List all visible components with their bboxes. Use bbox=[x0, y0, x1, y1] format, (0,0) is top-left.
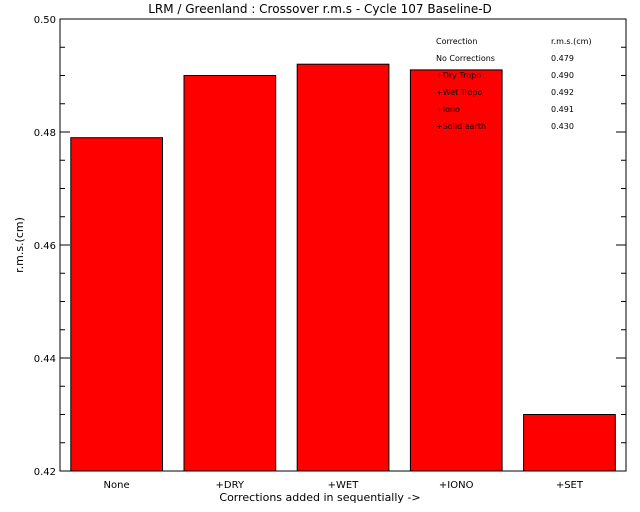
table-cell-rms: 0.479 bbox=[551, 54, 574, 63]
bar-4 bbox=[523, 414, 616, 472]
y-tick-label: 0.50 bbox=[34, 15, 56, 26]
table-header-correction: Correction bbox=[436, 37, 477, 46]
x-tick-label: +SET bbox=[556, 480, 584, 491]
y-tick-label: 0.48 bbox=[34, 128, 56, 139]
table-cell-correction: +Dry Tropo bbox=[436, 71, 481, 80]
x-tick-label: +IONO bbox=[439, 480, 474, 491]
bars-group bbox=[70, 63, 616, 472]
table-cell-correction: +Iono bbox=[436, 105, 460, 114]
table-cell-correction: +Wet Tropo bbox=[436, 88, 483, 97]
y-axis-title: r.m.s.(cm) bbox=[13, 217, 26, 273]
x-axis-title: Corrections added in sequentially -> bbox=[219, 491, 420, 504]
table-cell-rms: 0.492 bbox=[551, 88, 574, 97]
bar-1 bbox=[183, 75, 277, 472]
table-cell-correction: No Corrections bbox=[436, 54, 495, 63]
x-tick-label: None bbox=[104, 480, 130, 491]
table-cell-rms: 0.490 bbox=[551, 71, 574, 80]
x-tick-label: +WET bbox=[328, 480, 360, 491]
table-header-rms: r.m.s.(cm) bbox=[551, 37, 592, 46]
bar-3 bbox=[409, 69, 503, 472]
y-tick-label: 0.44 bbox=[34, 354, 56, 365]
y-tick-label: 0.46 bbox=[34, 241, 56, 252]
bar-0 bbox=[70, 137, 163, 472]
table-cell-correction: +Solid earth bbox=[436, 122, 486, 131]
y-tick-label: 0.42 bbox=[34, 467, 56, 478]
table-cell-rms: 0.430 bbox=[551, 122, 574, 131]
y-axis-ticks: 0.42 0.44 0.46 0.48 0.50 bbox=[34, 15, 626, 478]
bar-2 bbox=[296, 63, 390, 472]
table-cell-rms: 0.491 bbox=[551, 105, 574, 114]
chart-title: LRM / Greenland : Crossover r.m.s - Cycl… bbox=[148, 2, 492, 16]
x-tick-label: +DRY bbox=[216, 480, 245, 491]
corrections-table: Correction r.m.s.(cm) No Corrections 0.479 +… bbox=[436, 37, 592, 131]
x-axis-labels: None +DRY +WET +IONO +SET bbox=[104, 480, 584, 491]
